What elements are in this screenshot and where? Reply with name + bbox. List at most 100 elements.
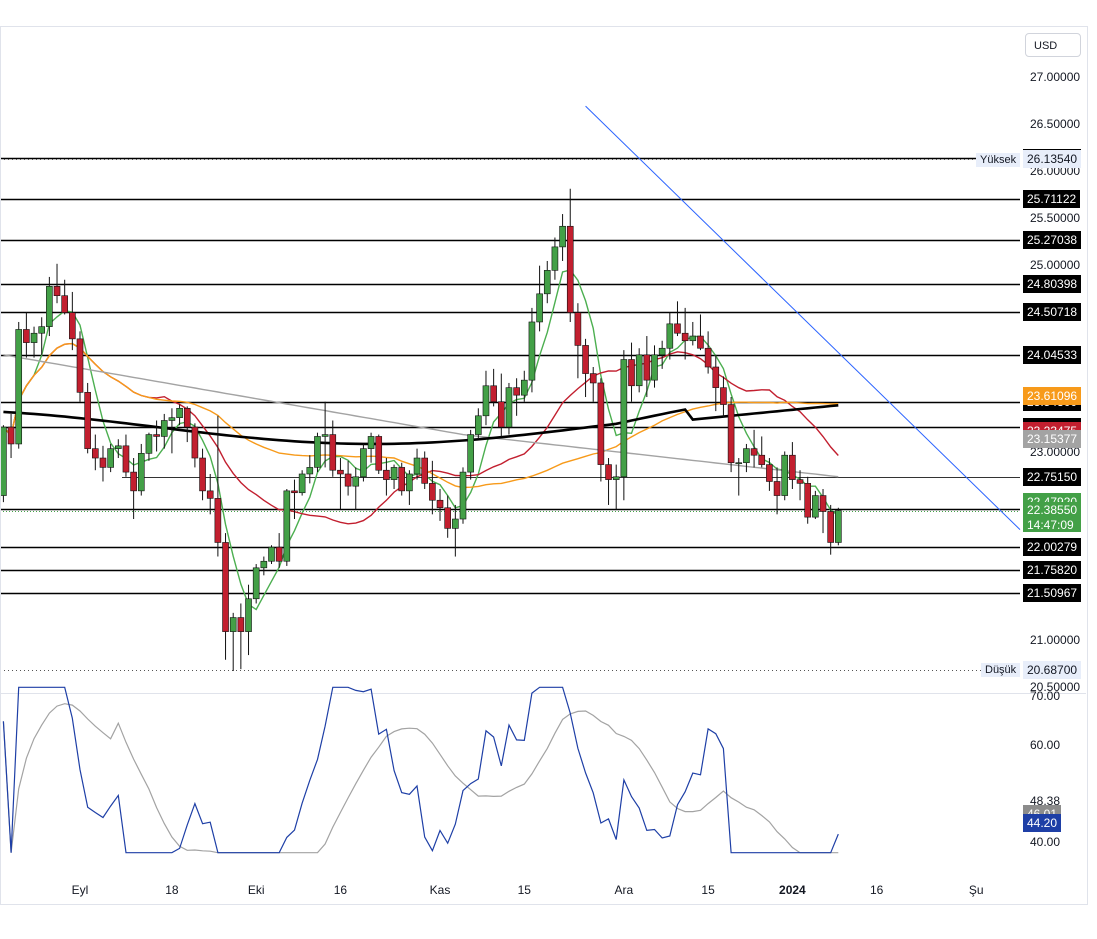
candle — [7, 426, 15, 445]
candle — [689, 335, 697, 342]
candle — [191, 426, 199, 459]
candle — [375, 436, 383, 471]
candle — [23, 329, 30, 343]
time-tick: 15 — [701, 883, 715, 897]
candle — [367, 436, 375, 449]
candle — [337, 469, 344, 475]
candle — [245, 598, 252, 632]
ma-line-MA-long — [3, 354, 839, 478]
time-tick: 18 — [165, 883, 179, 897]
candle — [252, 567, 260, 600]
level-price-label: 25.27038 — [1023, 231, 1082, 250]
candle — [620, 359, 628, 478]
price-tick: 25.50000 — [1030, 210, 1081, 225]
candle — [153, 434, 160, 437]
candle — [674, 323, 681, 334]
candle — [398, 467, 406, 492]
low-tag: Düşük — [981, 663, 1021, 677]
candle — [681, 332, 689, 342]
level-price-label: 21.50967 — [1023, 584, 1082, 603]
candle — [704, 347, 712, 368]
candle — [543, 270, 551, 295]
time-tick: 2024 — [779, 883, 806, 897]
candle — [413, 457, 421, 475]
candle — [628, 359, 635, 387]
candle — [38, 326, 46, 334]
candle — [92, 448, 99, 459]
candle — [15, 329, 23, 445]
candle — [497, 401, 505, 428]
candle — [344, 473, 352, 487]
level-price-label: 22.75150 — [1023, 467, 1082, 486]
candle — [76, 338, 84, 393]
candle — [574, 312, 582, 346]
indicator-price-label: 23.61096 — [1023, 387, 1082, 405]
candle — [490, 385, 497, 403]
candle — [268, 546, 275, 562]
indicator-price-label: 23.15377 — [1023, 429, 1082, 448]
candle — [61, 295, 68, 313]
candle — [697, 335, 704, 349]
extreme-price-label: 20.68700 — [1023, 661, 1082, 680]
rsi-tick: 40.00 — [1030, 835, 1061, 849]
candle — [360, 448, 367, 478]
candle — [115, 445, 122, 449]
candle — [421, 457, 429, 484]
rsi-line — [2, 686, 839, 854]
candle — [406, 473, 413, 492]
candle — [237, 617, 245, 632]
candle — [735, 462, 743, 465]
candle — [612, 476, 620, 480]
candle — [160, 420, 168, 437]
candle — [520, 379, 528, 396]
candle — [467, 434, 474, 473]
time-tick: Eyl — [71, 883, 89, 897]
level-price-label: 24.50718 — [1023, 302, 1082, 321]
time-tick: 16 — [333, 883, 348, 897]
candle — [53, 286, 61, 296]
candle — [69, 312, 76, 340]
candle — [329, 434, 337, 471]
candle — [643, 354, 651, 381]
candle — [666, 323, 674, 349]
time-tick: Eki — [247, 883, 265, 897]
currency-button[interactable]: USD — [1025, 33, 1081, 57]
candle — [528, 321, 536, 381]
candle — [789, 454, 796, 480]
candle — [482, 385, 490, 417]
candle — [566, 225, 574, 313]
level-price-label: 24.80398 — [1023, 275, 1082, 294]
time-tick: 16 — [869, 883, 884, 897]
rsi-tick: 48.38 — [1030, 794, 1061, 809]
candle — [658, 347, 666, 356]
candle — [475, 415, 482, 435]
candle — [206, 490, 214, 499]
price-tick: 21.00000 — [1030, 633, 1081, 647]
indicator-price-label: 22.38550 14:47:09 — [1023, 501, 1082, 532]
level-price-label: 25.71122 — [1023, 189, 1081, 208]
candle — [429, 483, 436, 501]
time-tick: 15 — [517, 883, 531, 897]
price-tick: 27.00000 — [1030, 70, 1081, 84]
candle — [750, 448, 758, 456]
time-tick: Kas — [429, 883, 451, 897]
candle — [712, 366, 720, 388]
rsi-tick: 60.00 — [1030, 737, 1061, 752]
candle — [766, 464, 773, 482]
candle — [589, 373, 597, 384]
price-tick: 25.00000 — [1030, 257, 1081, 272]
candle — [260, 560, 268, 569]
candle — [513, 387, 520, 396]
candle — [229, 617, 237, 632]
candle — [444, 507, 451, 529]
candle — [812, 495, 819, 518]
candle — [199, 457, 206, 492]
time-tick: Ara — [614, 883, 634, 897]
rsi-value-label: 44.20 — [1023, 813, 1062, 832]
candle — [168, 417, 176, 421]
candle — [214, 498, 222, 543]
candle — [605, 464, 612, 480]
candle — [743, 448, 750, 464]
candle — [306, 467, 314, 475]
